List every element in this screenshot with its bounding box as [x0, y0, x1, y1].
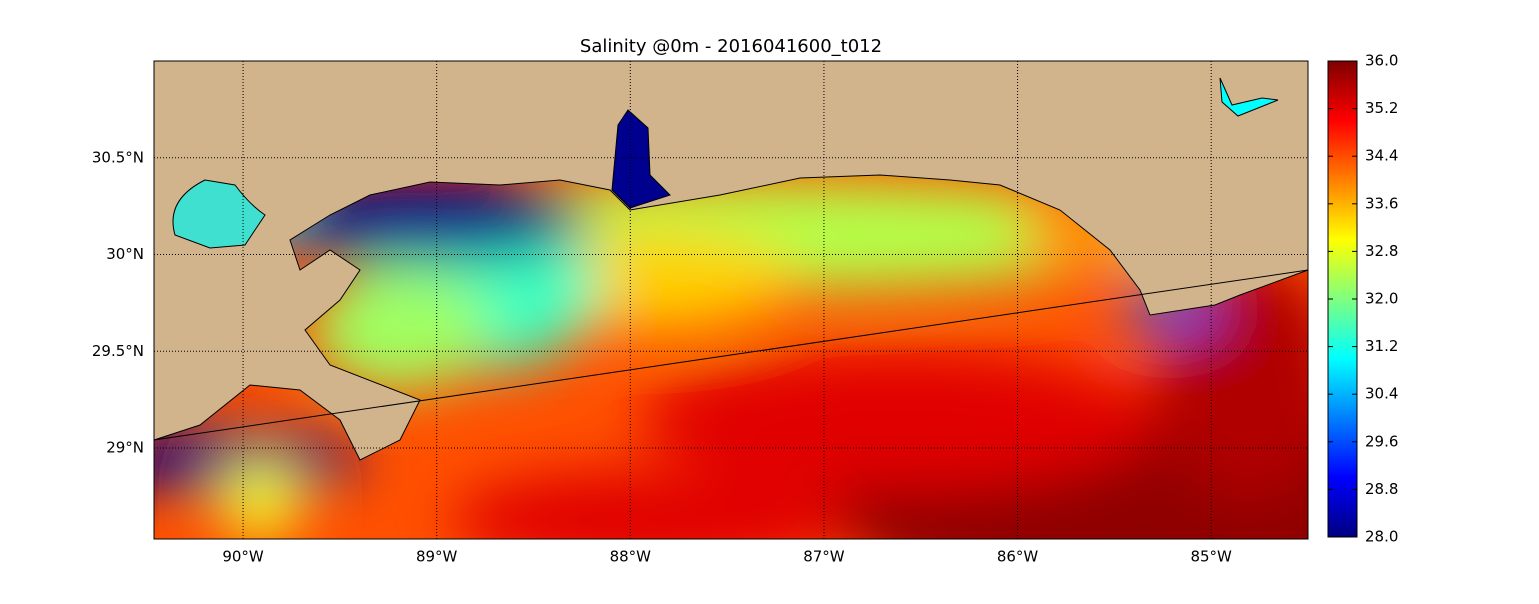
y-tick-label: 30.5°N	[92, 148, 144, 166]
colorbar-tick-label: 33.6	[1365, 194, 1398, 212]
chart-title: Salinity @0m - 2016041600_t012	[580, 36, 882, 57]
axes	[154, 61, 1308, 539]
x-tick-label: 89°W	[416, 548, 458, 566]
colorbar-tick-label: 29.6	[1365, 432, 1398, 450]
bay	[611, 109, 671, 209]
x-tick-label: 90°W	[222, 548, 264, 566]
x-tick-label: 87°W	[803, 548, 845, 566]
colorbar-tick-label: 28.8	[1365, 480, 1398, 498]
y-tick-label: 30°N	[106, 245, 144, 263]
y-tick-label: 29.5°N	[92, 342, 144, 360]
lake	[1219, 77, 1279, 117]
colorbar-tick-label: 35.2	[1365, 99, 1398, 117]
x-tick-label: 86°W	[997, 548, 1039, 566]
plot-frame	[153, 60, 1309, 540]
x-tick-label: 88°W	[610, 548, 652, 566]
x-tick-label: 85°W	[1190, 548, 1232, 566]
colorbar-tick-label: 31.2	[1365, 337, 1398, 355]
colorbar-tick-label: 34.4	[1365, 147, 1398, 165]
colorbar-tick-label: 32.8	[1365, 242, 1398, 260]
lake	[172, 179, 266, 249]
colorbar-tick-label: 28.0	[1365, 528, 1398, 546]
coastline	[153, 174, 1309, 461]
colorbar-tick-label: 36.0	[1365, 52, 1398, 70]
colorbar-tick-label: 32.0	[1365, 290, 1398, 308]
y-tick-label: 29°N	[106, 439, 144, 457]
colorbar-tick-label: 30.4	[1365, 385, 1398, 403]
